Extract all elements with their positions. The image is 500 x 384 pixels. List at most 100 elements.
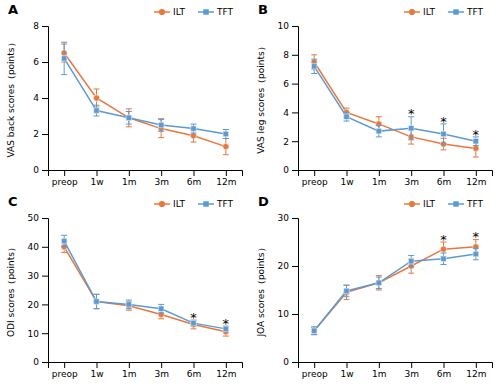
y-tick-mark (42, 98, 48, 99)
y-tick-mark (42, 62, 48, 63)
x-tick: 6m (437, 170, 452, 187)
error-bar (94, 294, 100, 308)
x-tick-mark (379, 362, 380, 368)
series (61, 241, 229, 336)
annotation: * (408, 106, 415, 121)
y-tick: 0 (33, 165, 48, 175)
panel: preop1w1m3m6m12m0246810VAS leg scores（po… (256, 2, 493, 187)
y-tick: 20 (28, 300, 48, 310)
y-tick-mark (42, 247, 48, 248)
x-tick-mark (194, 170, 195, 176)
y-tick-label: 10 (278, 309, 290, 319)
y-axis-title: JOA scores（points） (256, 243, 266, 337)
error-bar (94, 89, 100, 107)
y-tick: 8 (33, 21, 48, 31)
series (61, 42, 229, 138)
y-tick: 4 (283, 108, 298, 118)
x-tick-label: 1m (122, 177, 137, 187)
x-axis: preop1w1m3m6m12m (49, 362, 243, 379)
x-tick-mark (314, 362, 315, 368)
legend-label: ILT (423, 7, 435, 17)
y-tick-label: 10 (28, 329, 40, 339)
series (311, 248, 479, 334)
annotation: * (473, 229, 480, 244)
x-tick: 1w (340, 362, 353, 379)
point-marker (61, 238, 66, 243)
error-bar (441, 253, 447, 265)
x-tick-mark (64, 170, 65, 176)
y-tick-label: 6 (283, 79, 289, 89)
series (61, 44, 229, 155)
error-bar (408, 255, 414, 267)
x-tick-mark (444, 170, 445, 176)
x-tick-label: 3m (154, 369, 169, 379)
legend-item: ILT (154, 199, 185, 209)
series-line (314, 66, 476, 141)
point-marker (126, 115, 131, 120)
x-axis: preop1w1m3m6m12m (299, 362, 493, 379)
point-marker (473, 251, 478, 256)
point-marker (311, 328, 317, 334)
y-tick: 10 (278, 21, 298, 31)
y-tick-label: 8 (283, 50, 289, 60)
series-line (64, 53, 226, 147)
x-tick: 6m (187, 170, 202, 187)
point-marker (61, 56, 66, 61)
series (311, 55, 479, 157)
series (311, 59, 479, 145)
x-tick: 1m (372, 170, 387, 187)
y-tick-mark (42, 333, 48, 334)
y-tick-label: 6 (33, 57, 39, 67)
error-bar (61, 42, 67, 74)
y-tick: 2 (33, 129, 48, 139)
point-marker (190, 133, 196, 139)
y-tick-label: 50 (28, 213, 40, 223)
legend: ILT TFT (154, 7, 234, 17)
annotation: * (473, 127, 480, 142)
error-bar (311, 59, 317, 73)
legend-swatch-marker (159, 9, 165, 15)
legend-item: TFT (198, 7, 234, 17)
x-tick-mark (476, 170, 477, 176)
x-tick: 1m (122, 170, 137, 187)
legend: ILTTFT (404, 7, 484, 17)
error-bar (158, 120, 164, 138)
annotation: * (223, 316, 230, 331)
y-tick: 2 (283, 137, 298, 147)
error-bar (311, 327, 317, 335)
x-tick: 12m (466, 170, 486, 187)
point-marker (126, 115, 132, 121)
y-tick-label: 0 (283, 165, 289, 175)
x-tick: 3m (404, 170, 419, 187)
panel-title: D (258, 194, 269, 209)
x-tick: 12m (466, 362, 486, 379)
x-axis: preop1w1m3m6m12m (49, 170, 243, 187)
y-tick-label: 4 (283, 108, 289, 118)
point-marker (191, 126, 196, 131)
legend: ILTTFT (154, 199, 234, 209)
y-tick-mark (292, 266, 298, 267)
x-axis-line (49, 363, 243, 369)
y-tick-mark (292, 112, 298, 113)
y-tick: 30 (278, 213, 298, 223)
x-tick: 1w (90, 362, 103, 379)
plot-area (311, 55, 479, 157)
series-line (64, 247, 226, 332)
y-tick-mark (42, 276, 48, 277)
legend-swatch-marker (159, 201, 165, 207)
point-marker (441, 256, 446, 261)
y-tick-label: 20 (28, 300, 40, 310)
x-tick-mark (161, 362, 162, 368)
y-tick: 0 (283, 165, 298, 175)
x-tick: preop (52, 170, 78, 187)
y-tick-label: 0 (33, 357, 39, 367)
y-tick: 8 (283, 50, 298, 60)
legend-swatch-marker (453, 201, 458, 206)
x-tick-mark (129, 170, 130, 176)
y-axis-line (292, 27, 299, 171)
series-line (314, 254, 476, 331)
error-bar (158, 119, 164, 132)
x-tick: 1m (372, 362, 387, 379)
y-tick-label: 10 (278, 21, 290, 31)
legend-label: ILT (173, 7, 185, 17)
